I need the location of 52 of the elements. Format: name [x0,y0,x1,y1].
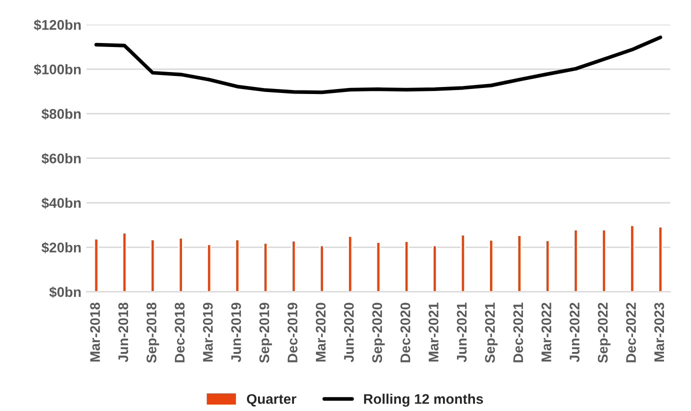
x-tick-label: Dec-2019 [288,302,298,362]
bar [122,232,127,292]
bar [460,234,466,292]
y-tick-label: $60bn [42,152,81,164]
x-tick-label: Jun-2019 [231,302,242,362]
x-tick-label: Dec-2020 [400,302,410,362]
bar [376,241,381,292]
x-tick-label: Mar-2020 [316,302,326,362]
x-tick-label: Sep-2021 [485,302,498,363]
x-tick-label: Jun-2018 [118,302,128,362]
y-tick-label: $40bn [42,197,81,209]
bar [432,244,438,292]
bar [630,224,635,292]
bar [348,235,353,292]
bar [150,238,156,292]
x-tick-label: Jun-2021 [456,302,467,362]
bar [488,239,494,292]
x-tick-label: Sep-2019 [259,302,272,363]
bar [545,240,550,292]
x-tick-label: Mar-2022 [541,302,552,362]
x-tick-label: Sep-2020 [372,302,385,363]
y-tick-label: $100bn [34,64,81,76]
bar [206,244,212,292]
x-tick-label: Mar-2021 [428,302,438,362]
line-series [94,36,662,94]
x-tick-label: Mar-2019 [202,302,213,362]
x-tick-label: Dec-2018 [174,302,185,362]
bar [658,226,663,292]
y-tick-label: $120bn [34,19,81,31]
x-tick-label: Mar-2018 [90,302,100,362]
bar [291,240,296,292]
bar [178,237,184,292]
bar [234,238,240,292]
x-tick-label: Sep-2022 [598,302,610,363]
y-tick-label: $80bn [42,108,81,120]
x-tick-label: Sep-2018 [146,302,160,363]
bar [404,240,410,292]
x-tick-label: Jun-2022 [570,302,580,362]
bar [262,242,268,292]
bar [94,238,99,292]
x-tick-label: Jun-2020 [344,302,354,362]
legend-label: Rolling 12 months [364,394,483,407]
x-tick-label: Dec-2022 [626,302,636,362]
x-tick-label: Mar-2023 [654,302,664,362]
bar [573,229,578,292]
bar [516,234,522,292]
x-tick-label: Dec-2021 [513,302,524,362]
y-tick-label: $0bn [49,286,81,298]
bar [601,229,607,292]
legend-label: Quarter [246,394,296,407]
y-tick-label: $20bn [42,242,81,254]
bar [319,244,324,292]
